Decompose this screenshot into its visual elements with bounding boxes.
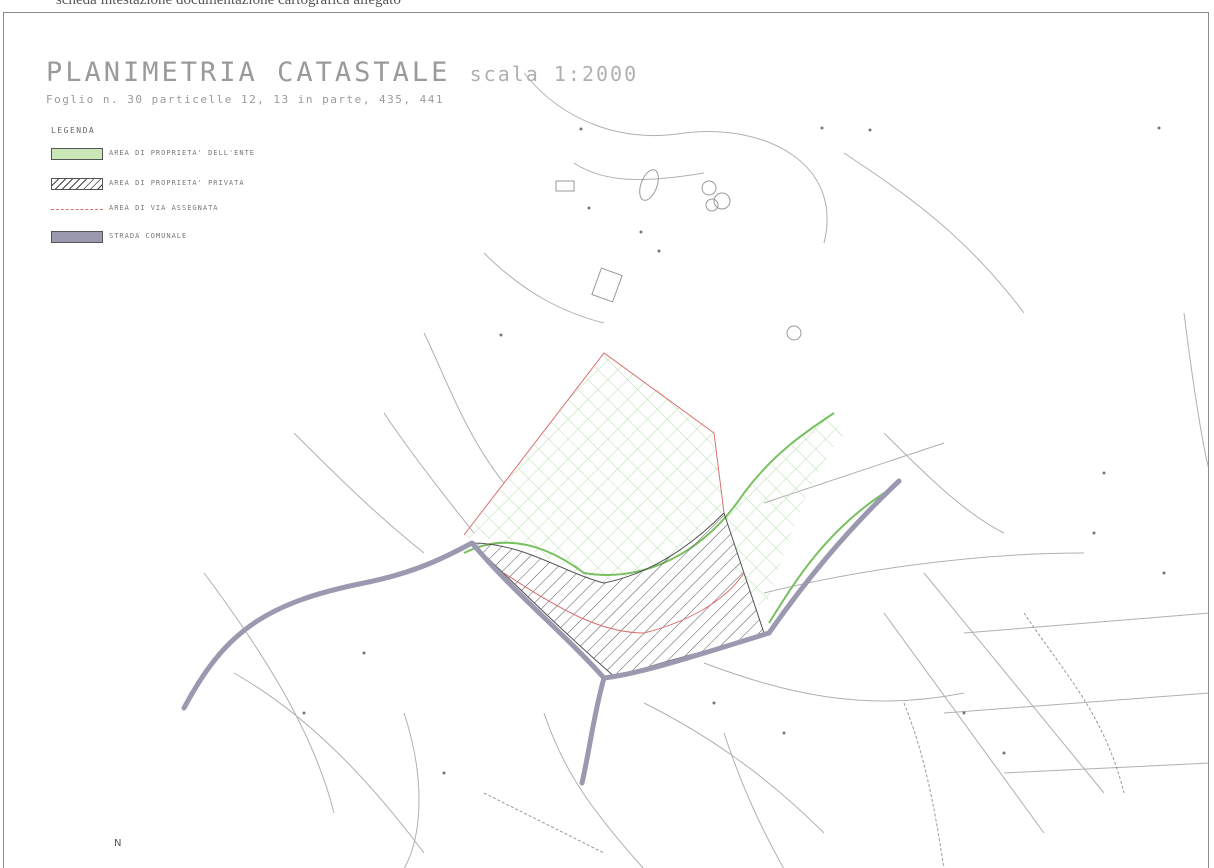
building-outlines (555, 169, 802, 341)
north-marker: N (114, 838, 122, 849)
public-property-area (464, 353, 724, 583)
public-property-area-east (724, 413, 844, 613)
municipal-road (181, 478, 902, 786)
legend-title: LEGENDA (51, 126, 96, 135)
legend-label: AREA DI PROPRIETA' DELL'ENTE (109, 149, 256, 157)
legend-label: AREA DI PROPRIETA' PRIVATA (109, 179, 245, 187)
gray-fill-swatch (51, 231, 103, 243)
green-fill-swatch (51, 148, 103, 160)
map-scale: scala 1:2000 (469, 62, 639, 86)
cadastral-map (181, 72, 1208, 868)
map-subtitle: Foglio n. 30 particelle 12, 13 in parte,… (46, 93, 445, 106)
map-title: PLANIMETRIA CATASTALE scala 1:2000 (46, 57, 638, 88)
legend-label: AREA DI VIA ASSEGNATA (109, 204, 219, 212)
hatched-swatch (51, 178, 103, 190)
map-title-text: PLANIMETRIA CATASTALE (46, 57, 451, 88)
scan-header-text: scheda intestazione documentazione carto… (56, 0, 401, 8)
green-boundary-2 (768, 492, 885, 624)
assigned-area-lines (463, 352, 745, 634)
survey-points (302, 126, 1166, 775)
dashed-boundaries (483, 612, 1125, 868)
map-sheet: PLANIMETRIA CATASTALE scala 1:2000 Fogli… (3, 12, 1209, 868)
dashed-line-swatch (51, 203, 103, 215)
legend-label: STRADA COMUNALE (109, 232, 188, 240)
